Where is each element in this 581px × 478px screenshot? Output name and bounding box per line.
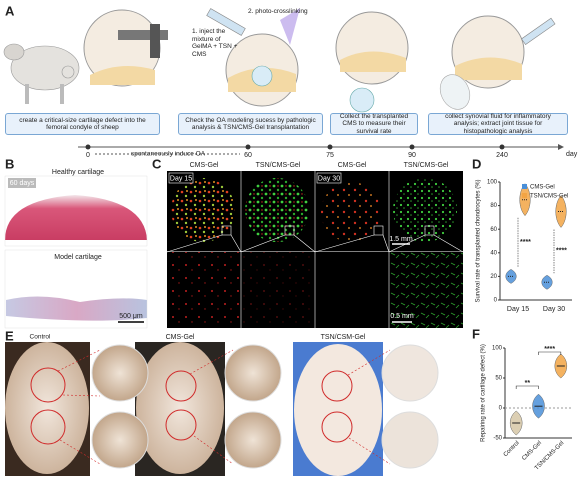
x-tick-label: Day 15 <box>507 306 529 313</box>
step-box: Collect the transplanted CMS to measure … <box>330 113 418 135</box>
y-tick-label: -50 <box>493 436 502 442</box>
span-label: spontaneously induce OA <box>131 151 206 158</box>
x-tick-label: Day 30 <box>543 306 565 313</box>
timeline <box>78 144 564 155</box>
column-title: CMS-Gel <box>338 162 367 169</box>
timeline-dot <box>499 144 505 150</box>
image-title: Healthy cartilage <box>52 169 104 176</box>
legend-swatch <box>522 184 527 189</box>
step-box: create a critical-size cartilage defect … <box>5 113 160 135</box>
scale-bar-label: 1.5 mm <box>389 236 413 243</box>
significance: **** <box>556 248 567 255</box>
timeline-dot <box>409 144 415 150</box>
legend-label: TSN/CMS-Gel <box>530 194 568 200</box>
significance: ** <box>525 380 531 387</box>
column-title: CMS-Gel <box>190 162 219 169</box>
badge <box>8 178 36 188</box>
y-tick-label: 100 <box>492 346 503 352</box>
significance: **** <box>544 346 555 353</box>
badge-text: 60 days <box>10 180 35 187</box>
timeline-dot <box>85 144 91 150</box>
image-title: Model cartilage <box>54 254 102 261</box>
y-tick-label: 60 <box>490 227 497 233</box>
y-tick-label: 20 <box>490 274 497 280</box>
y-tick-label: 80 <box>490 203 497 209</box>
significance: **** <box>520 239 531 246</box>
annotation: 2. photo-crosslinking <box>248 8 308 15</box>
panel-label: D <box>472 156 481 171</box>
panel-label: B <box>5 156 14 171</box>
panel-a-illustration <box>3 8 556 113</box>
x-tick-label: CMS-Gel <box>521 440 543 462</box>
joint-photos <box>5 342 439 476</box>
step-box: collect synovial fluid for inflammatory … <box>428 113 568 135</box>
x-tick-label: Control <box>503 440 521 458</box>
y-tick-label: 50 <box>495 376 502 382</box>
column-title: TSN/CMS-Gel <box>256 162 301 169</box>
timeline-dot <box>245 144 251 150</box>
y-tick-label: 0 <box>499 406 503 412</box>
scale-bar-label: 500 μm <box>119 313 143 320</box>
photo-title: CMS-Gel <box>166 334 195 341</box>
timeline-dot <box>327 144 333 150</box>
step-box: Check the OA modeling sucess by patholog… <box>178 113 323 135</box>
y-axis-label: Survival rate of transplanted chondrocyt… <box>476 179 482 302</box>
model-cartilage-image <box>6 296 147 321</box>
y-axis-label: Repairing rate of cartilage defect (%) <box>481 344 487 442</box>
panel-label: A <box>5 3 15 18</box>
panel-label: E <box>5 328 14 343</box>
panel-label: C <box>152 156 162 171</box>
column-title: TSN/CMS-Gel <box>404 162 449 169</box>
panel-label: F <box>472 326 480 341</box>
y-tick-label: 40 <box>490 250 497 256</box>
timeline-day: 240 <box>496 152 508 159</box>
timeline-day: 60 <box>244 152 252 159</box>
badge-text: Day 15 <box>170 175 192 182</box>
timeline-day: 75 <box>326 152 334 159</box>
y-tick-label: 100 <box>487 180 498 186</box>
timeline-unit: day <box>566 151 578 158</box>
annotation: 1. inject the mixture of GelMA + TSN + C… <box>192 28 238 58</box>
significance-bracket <box>538 351 562 355</box>
legend-label: CMS-Gel <box>530 185 555 191</box>
healthy-cartilage-image <box>5 195 147 240</box>
timeline-day: 90 <box>408 152 416 159</box>
fluorescence-images <box>166 171 464 328</box>
scale-bar-label: 0.5 mm <box>390 313 414 320</box>
legend-swatch <box>522 193 527 198</box>
significance-bracket <box>515 385 539 389</box>
badge-text: Day 30 <box>318 175 340 182</box>
timeline-day: 0 <box>86 152 90 159</box>
y-tick-label: 0 <box>494 298 498 304</box>
photo-title: Control <box>30 334 52 341</box>
photo-title: TSN/CSM-Gel <box>321 334 366 341</box>
